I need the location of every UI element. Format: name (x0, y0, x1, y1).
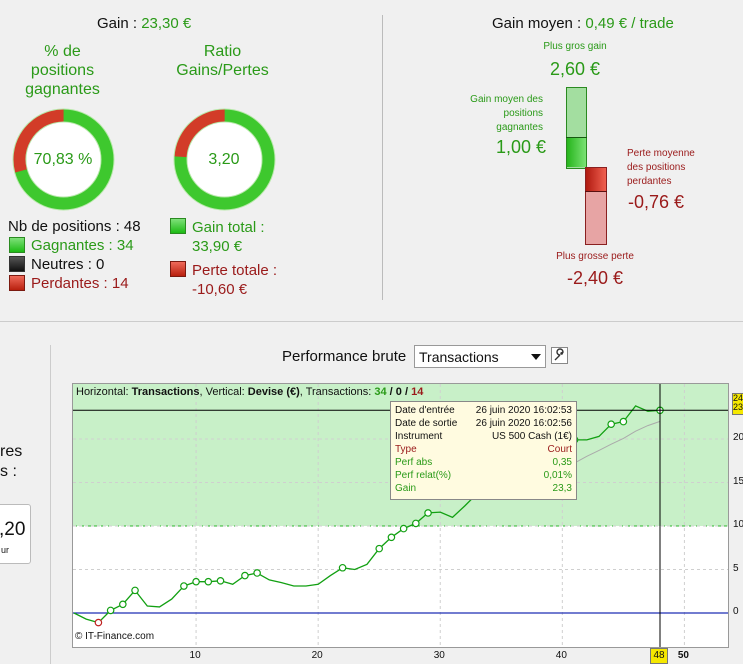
point-marker (607, 420, 615, 429)
worst-loss-value: -2,40 € (566, 268, 624, 288)
x-tick-label: 30 (433, 650, 445, 661)
pct-winning-donut: 70,83 % (12, 108, 115, 211)
point-marker (180, 582, 188, 590)
gain-label: Gain : (97, 15, 138, 32)
gain-total: Gain total : 33,90 € (192, 219, 265, 255)
chart-header: Horizontal: Transactions, Vertical: Devi… (76, 386, 424, 398)
best-gain-value: 2,60 € (549, 59, 601, 79)
avg-loss-bar (586, 168, 606, 191)
point-marker (216, 577, 225, 585)
winners-count: Gagnantes : 34 (31, 237, 134, 254)
point-marker (399, 524, 408, 533)
left-partial-value: ,20 (0, 519, 26, 540)
performance-title: Performance brute (282, 348, 407, 365)
avg-gain-label: Gain moyen des positions gagnantes (470, 94, 543, 133)
pct-winning-value: 70,83 % (33, 150, 93, 168)
ratio-value: 3,20 (208, 150, 240, 168)
left-partial-unit: ur (1, 545, 10, 555)
cursor-x-label: 48 (650, 648, 668, 664)
trade-tooltip: Date d'entrée 26 juin 2020 16:02:53 Date … (390, 401, 577, 500)
nb-positions: Nb de positions : 48 (8, 218, 141, 235)
point-marker (424, 509, 432, 517)
section-divider (382, 15, 383, 300)
loss-total: Perte totale : -10,60 € (192, 262, 278, 298)
cursor-y-label: 24 23 (732, 393, 743, 415)
worst-loss-label: Plus grosse perte (556, 251, 634, 262)
gain-value: 23,30 € (141, 15, 192, 32)
gain-total-swatch (170, 218, 186, 234)
performance-select-value: Transactions (419, 349, 499, 365)
avg-gain-bar (567, 137, 586, 167)
winners-swatch (9, 237, 25, 253)
left-partial-text: res s : (0, 443, 23, 480)
ratio-donut: 3,20 (173, 108, 276, 211)
avg-gain-value: 1,00 € (495, 137, 546, 157)
y-tick-label: 0 (733, 606, 739, 617)
point-marker (387, 533, 396, 542)
avg-loss-value: -0,76 € (628, 192, 685, 212)
point-marker (131, 586, 139, 595)
avg-gain-header: Gain moyen : 0,49 € / trade (492, 15, 674, 32)
point-marker (106, 606, 115, 615)
avg-loss-tick (585, 191, 607, 192)
x-tick-label: 20 (311, 650, 323, 661)
point-marker (204, 577, 213, 586)
performance-select[interactable]: Transactions (414, 345, 546, 368)
avg-gain-tick (566, 137, 587, 138)
y-tick-label: 20 (733, 432, 743, 443)
point-marker (119, 600, 127, 609)
wrench-icon[interactable] (551, 347, 568, 364)
horizontal-divider (0, 321, 743, 322)
point-marker (192, 577, 200, 586)
losers-count: Perdantes : 14 (31, 275, 129, 292)
point-marker (241, 571, 249, 580)
left-partial-card: ,20 ur (0, 504, 31, 564)
left-panel-divider (50, 345, 51, 664)
loss-total-swatch (170, 261, 186, 277)
ratio-donut-center (187, 122, 262, 197)
x-tick-label: 40 (555, 650, 567, 661)
avg-loss-label: Perte moyenne des positions perdantes (627, 148, 695, 187)
pct-donut-center (26, 122, 101, 197)
y-tick-label: 10 (733, 519, 743, 530)
point-marker (94, 618, 103, 627)
neutral-swatch (9, 256, 25, 272)
ratio-title: Ratio Gains/Pertes (176, 43, 269, 79)
best-gain-label: Plus gros gain (543, 41, 607, 52)
point-marker (619, 417, 628, 426)
point-marker (253, 569, 261, 577)
gain-header: Gain : 23,30 € (97, 15, 191, 32)
point-marker (375, 544, 384, 553)
x-tick-label: 50 (677, 650, 689, 661)
x-tick-label: 10 (189, 650, 201, 661)
y-tick-label: 15 (733, 475, 743, 487)
y-tick-label: 5 (733, 562, 739, 574)
losers-swatch (9, 275, 25, 291)
copyright: © IT-Finance.com (75, 631, 155, 642)
pct-donut-loss-arc (13, 109, 114, 210)
chevron-down-icon (531, 354, 541, 360)
point-marker (412, 519, 420, 528)
ratio-donut-loss-arc (174, 109, 275, 210)
point-marker (338, 563, 347, 572)
neutral-count: Neutres : 0 (31, 256, 105, 273)
pct-winning-title: % de positions gagnantes (25, 43, 100, 98)
